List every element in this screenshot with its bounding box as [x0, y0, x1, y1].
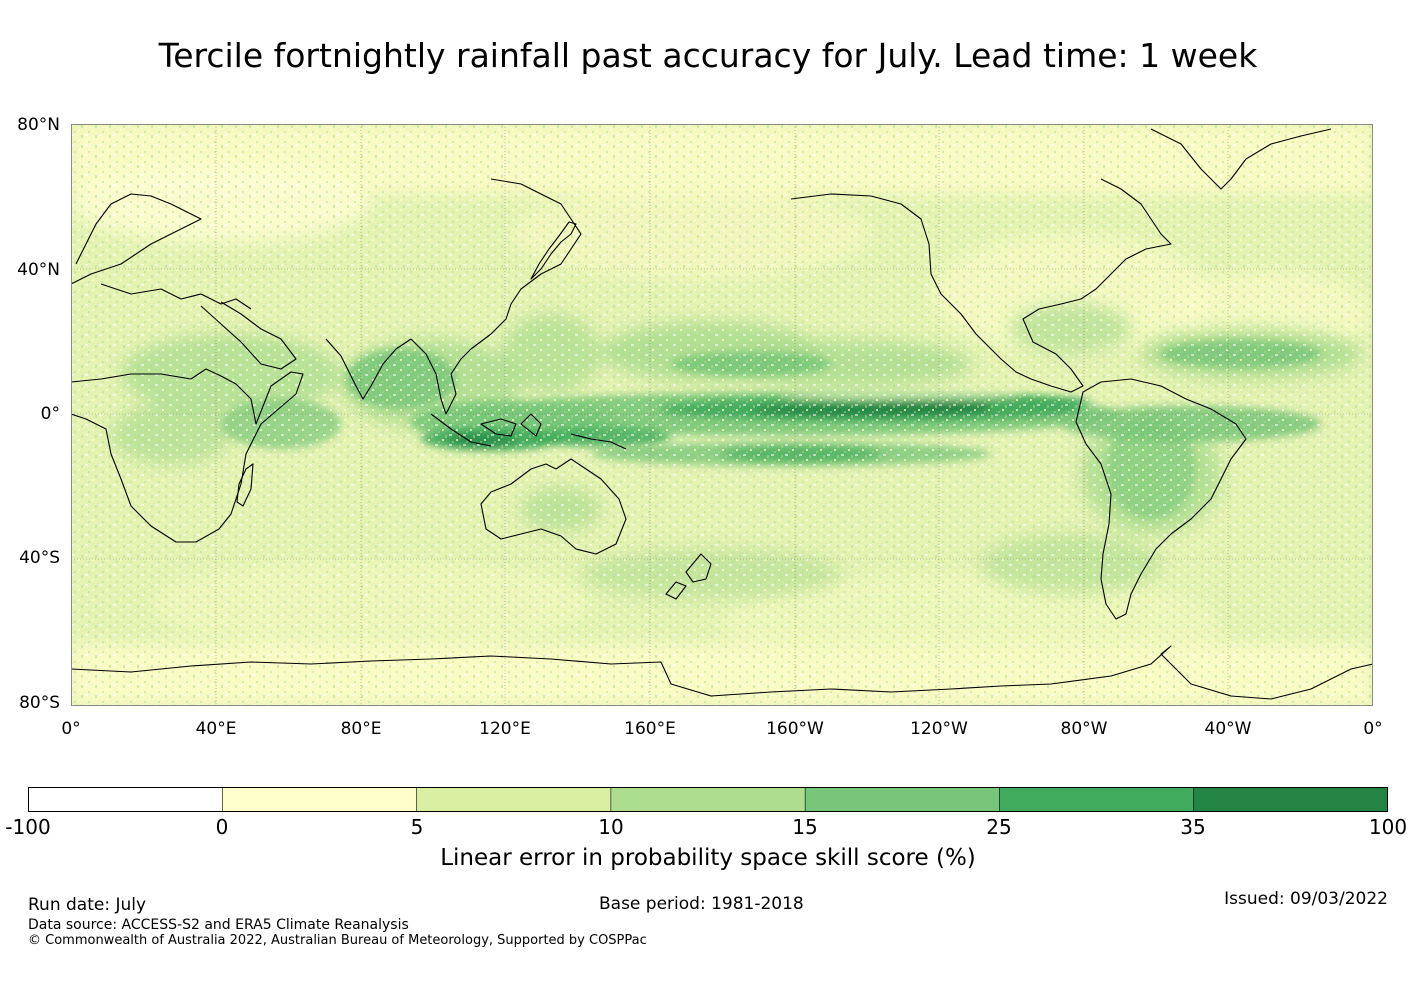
colorbar [28, 787, 1388, 812]
colorbar-swatch [610, 787, 806, 812]
skill-score-map [71, 124, 1373, 706]
colorbar-title: Linear error in probability space skill … [440, 845, 976, 871]
data-source: Data source: ACCESS-S2 and ERA5 Climate … [28, 917, 409, 933]
lon-label-160w: 160°W [766, 719, 824, 739]
antarctica-coastline [71, 645, 1373, 700]
issued-date: Issued: 09/03/2022 [1224, 889, 1388, 909]
run-date: Run date: July [28, 895, 147, 915]
lon-label-160e: 160°E [624, 719, 676, 739]
lon-label-40w: 40°W [1204, 719, 1252, 739]
lon-label-0: 0° [61, 719, 81, 739]
colorbar-tick-label: 15 [792, 815, 818, 839]
colorbar-swatch [28, 787, 224, 812]
map-canvas [71, 124, 1373, 706]
africa-coastline [71, 368, 304, 543]
australia-coastline [480, 458, 627, 555]
japan-coastline [530, 221, 577, 280]
lon-label-80e: 80°E [340, 719, 382, 739]
lon-label-120e: 120°E [479, 719, 531, 739]
map-frame [71, 124, 1373, 706]
lon-label-120w: 120°W [910, 719, 968, 739]
europe-coastline [71, 193, 252, 310]
colorbar-swatch [221, 787, 418, 812]
indonesia-coastline [430, 413, 627, 450]
colorbar-swatch [999, 787, 1195, 812]
south-america-coastline [1075, 378, 1247, 620]
copyright-notice: © Commonwealth of Australia 2022, Austra… [28, 933, 647, 948]
lon-label-80w: 80°W [1060, 719, 1108, 739]
colorbar-tick-label: 5 [410, 815, 424, 839]
gridlines [71, 124, 1373, 706]
lat-label-equator: 0° [40, 404, 60, 424]
colorbar-tick-label: 10 [598, 815, 624, 839]
lon-label-360: 0° [1363, 719, 1383, 739]
colorbar-tick-label: -100 [5, 815, 51, 839]
base-period: Base period: 1981-2018 [599, 894, 804, 914]
lat-label-80s: 80°S [19, 693, 60, 713]
new-zealand-coastline [665, 553, 712, 600]
greenland-coastline [1150, 128, 1332, 190]
lon-label-40e: 40°E [195, 719, 237, 739]
coastlines [71, 128, 1373, 700]
lat-label-40s: 40°S [19, 548, 60, 568]
colorbar-tick-label: 100 [1368, 815, 1408, 839]
madagascar-coastline [236, 463, 254, 507]
lat-label-80n: 80°N [17, 115, 60, 135]
arabia-coastline [200, 301, 297, 370]
southeast-asia-coastline [410, 178, 582, 415]
lat-label-40n: 40°N [17, 260, 60, 280]
colorbar-tick-label: 25 [986, 815, 1012, 839]
colorbar-tick-label: 35 [1180, 815, 1206, 839]
map-title: Tercile fortnightly rainfall past accura… [158, 36, 1258, 75]
map-texture [71, 124, 1373, 706]
north-america-coastline [790, 178, 1172, 393]
india-coastline [325, 338, 412, 400]
colorbar-swatch [804, 787, 1001, 812]
colorbar-tick-label: 0 [215, 815, 229, 839]
colorbar-swatch [416, 787, 612, 812]
colorbar-swatch [1193, 787, 1388, 812]
